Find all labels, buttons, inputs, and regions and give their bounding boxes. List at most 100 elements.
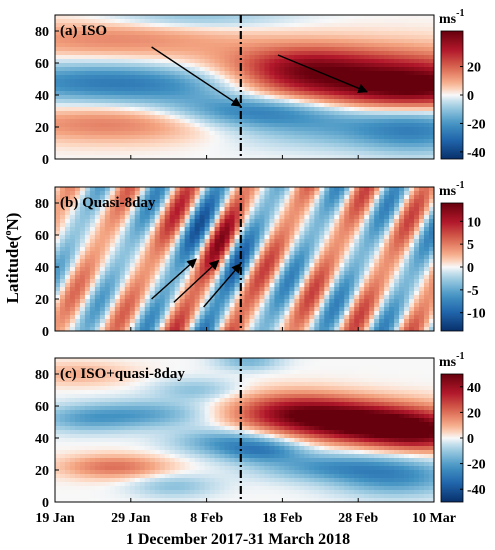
heatmap-cell: [419, 79, 425, 84]
heatmap-cell: [84, 151, 91, 156]
heatmap-cell: [294, 43, 300, 48]
heatmap-cell: [239, 51, 246, 56]
heatmap-cell: [124, 55, 131, 60]
heatmap-cell: [174, 51, 181, 56]
heatmap-cell: [249, 47, 256, 52]
heatmap-cell: [84, 95, 91, 100]
heatmap-cell: [114, 287, 121, 292]
heatmap-cell: [419, 191, 425, 196]
heatmap-cell: [154, 119, 161, 124]
heatmap-cell: [314, 87, 320, 92]
heatmap-cell: [329, 235, 335, 240]
heatmap-cell: [324, 223, 330, 228]
heatmap-cell: [284, 59, 290, 64]
heatmap-cell: [274, 135, 281, 140]
heatmap-cell: [394, 231, 400, 236]
heatmap-cell: [219, 107, 226, 112]
heatmap-cell: [394, 123, 400, 128]
heatmap-cell: [404, 123, 410, 128]
heatmap-cell: [84, 263, 91, 268]
heatmap-cell: [174, 251, 181, 256]
heatmap-cell: [279, 279, 285, 284]
heatmap-cell: [254, 191, 261, 196]
heatmap-cell: [144, 35, 151, 40]
heatmap-cell: [74, 251, 81, 256]
heatmap-cell: [184, 123, 191, 128]
heatmap-cell: [399, 127, 405, 132]
heatmap-cell: [269, 23, 276, 28]
heatmap-cell: [299, 15, 305, 20]
heatmap-cell: [224, 283, 231, 288]
heatmap-cell: [239, 71, 246, 76]
heatmap-cell: [384, 247, 390, 252]
heatmap-cell: [124, 199, 131, 204]
heatmap-cell: [339, 111, 345, 116]
heatmap-cell: [409, 15, 415, 20]
heatmap-cell: [319, 43, 325, 48]
heatmap-cell: [364, 231, 370, 236]
heatmap-cell: [294, 123, 300, 128]
heatmap-cell: [264, 27, 271, 32]
heatmap-cell: [79, 287, 86, 292]
heatmap-cell: [84, 271, 91, 276]
heatmap-cell: [174, 203, 181, 208]
heatmap-cell: [264, 139, 271, 144]
heatmap-cell: [79, 111, 86, 116]
y-tick-label: 0: [42, 153, 49, 168]
heatmap-cell: [284, 259, 290, 264]
heatmap-cell: [369, 47, 375, 52]
heatmap-cell: [269, 243, 276, 248]
heatmap-cell: [334, 111, 340, 116]
heatmap-cell: [244, 259, 251, 264]
heatmap-cell: [119, 99, 126, 104]
heatmap-cell: [124, 111, 131, 116]
heatmap-cell: [334, 27, 340, 32]
heatmap-cell: [404, 119, 410, 124]
heatmap-cell: [139, 187, 146, 192]
heatmap-cell: [389, 231, 395, 236]
heatmap-cell: [119, 111, 126, 116]
heatmap-cell: [274, 83, 281, 88]
heatmap-cell: [164, 127, 171, 132]
heatmap-cell: [149, 207, 156, 212]
heatmap-cell: [249, 187, 256, 192]
heatmap-cell: [194, 135, 201, 140]
heatmap-cell: [214, 71, 221, 76]
heatmap-cell: [204, 63, 211, 68]
colorbar: [440, 30, 464, 160]
heatmap-cell: [324, 143, 330, 148]
heatmap-cell: [89, 31, 96, 36]
heatmap-cell: [224, 51, 231, 56]
heatmap-cell: [389, 47, 395, 52]
heatmap-cell: [344, 107, 350, 112]
heatmap-cell: [79, 43, 86, 48]
heatmap-cell: [349, 287, 355, 292]
heatmap-cell: [414, 91, 420, 96]
heatmap-cell: [114, 135, 121, 140]
heatmap-cell: [154, 107, 161, 112]
heatmap-cell: [119, 247, 126, 252]
heatmap-cell: [374, 55, 380, 60]
heatmap-cell: [229, 139, 236, 144]
heatmap-cell: [169, 187, 176, 192]
heatmap-cell: [319, 191, 325, 196]
heatmap-cell: [129, 287, 136, 292]
heatmap-cell: [394, 199, 400, 204]
heatmap-cell: [384, 211, 390, 216]
heatmap-cell: [229, 83, 236, 88]
heatmap-cell: [189, 27, 196, 32]
heatmap-cell: [84, 139, 91, 144]
heatmap-cell: [329, 203, 335, 208]
heatmap-cell: [339, 263, 345, 268]
heatmap-cell: [324, 247, 330, 252]
heatmap-cell: [349, 275, 355, 280]
heatmap-cell: [214, 231, 221, 236]
heatmap-cell: [55, 263, 61, 268]
heatmap-cell: [389, 111, 395, 116]
heatmap-cell: [129, 211, 136, 216]
heatmap-cell: [299, 19, 305, 24]
heatmap-cell: [284, 227, 290, 232]
heatmap-cell: [64, 87, 71, 92]
heatmap-cell: [309, 107, 315, 112]
